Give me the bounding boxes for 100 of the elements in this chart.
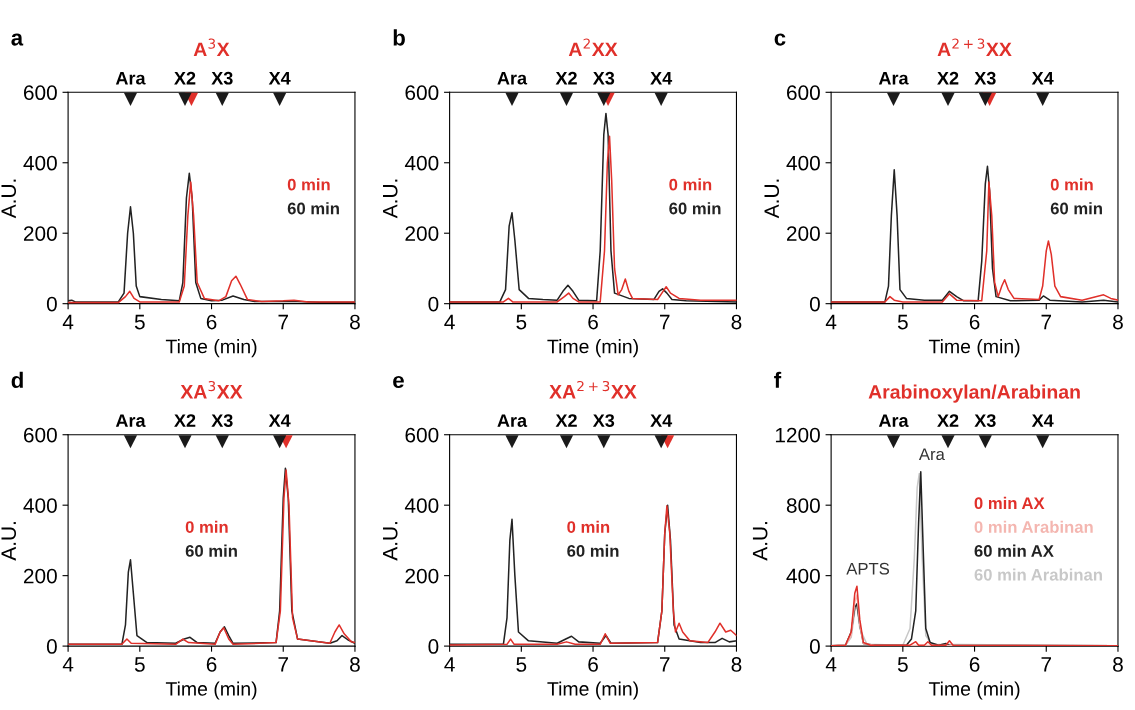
x-tick-label: 7: [1041, 657, 1052, 672]
y-axis-title: A.U.: [1, 522, 17, 561]
x-tick-label: 4: [444, 314, 455, 330]
annotation: Ara: [918, 448, 945, 461]
text: 0 min: [185, 520, 228, 533]
x-axis-title: Time (min): [928, 681, 1020, 700]
x-tick-label: 5: [897, 314, 908, 330]
y-tick-label: 200: [405, 568, 439, 584]
annotation: X3: [592, 71, 615, 85]
text: 0 min: [1050, 178, 1093, 191]
y-tick-label: 0: [428, 296, 439, 312]
text: d: [11, 371, 23, 389]
y-tick-label: 0: [809, 639, 820, 654]
text: 0 min Arabinan: [974, 520, 1093, 533]
text: 0 min: [669, 178, 712, 191]
y-tick-label: 600: [405, 427, 439, 443]
y-tick-label: 400: [404, 498, 439, 513]
x-tick-label: 8: [1113, 657, 1123, 672]
text: f: [774, 371, 782, 388]
y-tick-label: 600: [23, 427, 57, 443]
x-axis-title: Time (min): [547, 681, 638, 700]
x-tick-label: 6: [588, 314, 598, 330]
y-tick-label: 400: [23, 155, 57, 171]
x-tick-label: 6: [206, 314, 217, 330]
x-tick-label: 8: [731, 657, 742, 672]
x-tick-label: 7: [660, 314, 670, 330]
y-tick-label: 0: [428, 639, 439, 654]
y-tick-label: 0: [46, 639, 57, 654]
x-tick-label: 7: [278, 314, 288, 330]
y-tick-label: 400: [23, 498, 57, 513]
chart-title: A$^{3}$X: [193, 38, 230, 57]
text: 60 min: [1050, 202, 1102, 215]
annotation: Ara: [878, 71, 909, 85]
chart-title: XA$^{3}$XX: [180, 380, 243, 399]
x-tick-label: 7: [278, 657, 288, 672]
y-tick-label: 600: [23, 85, 57, 101]
annotation: X2: [174, 414, 196, 427]
annotation: X4: [268, 71, 291, 85]
y-axis-title: A.U.: [1, 179, 17, 219]
y-tick-label: 200: [23, 226, 57, 241]
x-tick-label: 4: [825, 657, 837, 672]
x-tick-label: 6: [588, 657, 598, 672]
text: 60 min: [185, 544, 237, 557]
x-tick-label: 7: [1041, 314, 1052, 330]
y-tick-label: 0: [809, 296, 820, 312]
text: 0 min: [287, 178, 330, 191]
x-tick-label: 8: [350, 657, 360, 672]
annotation: X4: [650, 414, 673, 427]
x-tick-label: 5: [134, 314, 145, 330]
y-tick-label: 600: [787, 85, 820, 101]
annotation: Ara: [115, 414, 146, 427]
annotation: X4: [1031, 71, 1054, 85]
annotation: X2: [937, 414, 959, 427]
y-tick-label: 200: [405, 226, 439, 241]
annotation: X3: [211, 71, 233, 85]
y-axis-title: A.U.: [383, 522, 398, 561]
text: b: [393, 29, 405, 46]
y-tick-label: 1200: [775, 427, 820, 443]
chart-title: A$^{2+3}$XX: [937, 38, 1012, 57]
text: a: [11, 33, 24, 46]
x-tick-label: 4: [444, 657, 455, 672]
x-axis-title: Time (min): [165, 681, 257, 700]
annotation: X4: [650, 71, 673, 85]
x-tick-label: 5: [516, 314, 527, 330]
y-axis-title: A.U.: [764, 179, 780, 219]
chart-title: A$^{2}$XX: [568, 38, 618, 57]
x-tick-label: 8: [731, 314, 742, 330]
annotation: Ara: [878, 414, 909, 427]
chart-title: Arabinoxylan/Arabinan: [868, 384, 1080, 403]
y-tick-label: 400: [404, 155, 439, 171]
annotation: X3: [592, 414, 615, 428]
chart-title: XA$^{2+3}$XX: [549, 380, 637, 399]
annotation: X3: [974, 71, 996, 85]
x-tick-label: 5: [897, 657, 908, 672]
annotation: X4: [1031, 414, 1054, 427]
text: 60 min AX: [974, 544, 1054, 557]
annotation: X2: [174, 71, 196, 85]
x-axis-title: Time (min): [547, 339, 638, 358]
x-tick-label: 6: [206, 657, 217, 672]
y-tick-label: 0: [46, 296, 57, 312]
annotation: APTS: [846, 562, 890, 575]
annotation: Ara: [497, 71, 528, 85]
y-axis-title: A.U.: [752, 522, 768, 561]
x-tick-label: 5: [134, 657, 145, 672]
annotation: X3: [211, 414, 233, 428]
x-tick-label: 8: [1113, 314, 1123, 330]
x-tick-label: 4: [62, 657, 74, 672]
annotation: Ara: [115, 71, 146, 85]
y-axis-title: A.U.: [383, 179, 398, 219]
text: e: [393, 375, 404, 389]
x-axis-title: Time (min): [165, 339, 257, 358]
y-tick-label: 800: [786, 498, 820, 513]
text: 0 min: [567, 520, 610, 533]
annotation: X3: [974, 414, 996, 428]
text: 60 min: [287, 202, 339, 215]
annotation: X2: [555, 71, 577, 85]
annotation: X2: [937, 71, 959, 85]
annotation: X2: [555, 414, 577, 427]
x-tick-label: 4: [825, 314, 837, 330]
annotation: X4: [268, 414, 291, 427]
